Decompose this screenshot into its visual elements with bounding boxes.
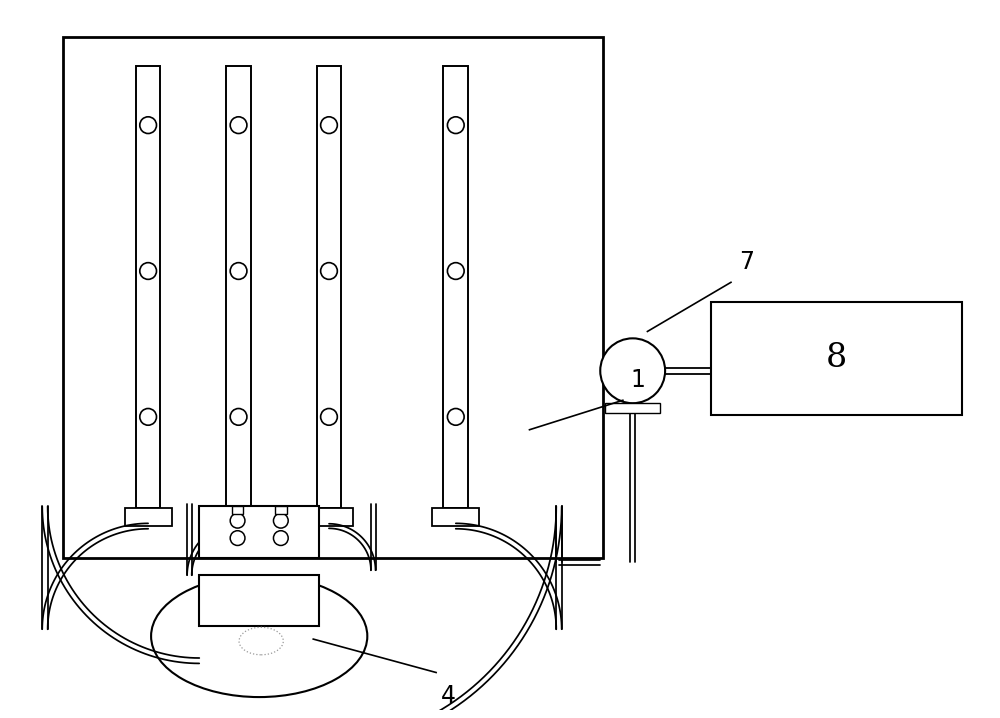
Bar [711, 302, 962, 415]
Circle shape [230, 531, 245, 546]
Bar [317, 66, 341, 508]
Circle shape [140, 263, 156, 279]
Circle shape [230, 409, 247, 425]
Circle shape [321, 409, 337, 425]
Text: 7: 7 [739, 251, 754, 274]
Bar [305, 508, 353, 526]
Bar [443, 66, 468, 508]
Circle shape [321, 117, 337, 134]
Circle shape [447, 263, 464, 279]
Circle shape [273, 531, 288, 546]
Text: 4: 4 [441, 684, 456, 708]
Circle shape [447, 409, 464, 425]
Circle shape [230, 513, 245, 528]
Bar [125, 508, 172, 526]
Ellipse shape [151, 575, 367, 697]
Bar [136, 66, 160, 508]
Bar [605, 404, 660, 413]
Bar [199, 575, 319, 626]
Circle shape [140, 117, 156, 134]
Bar [232, 506, 243, 514]
Bar [63, 37, 603, 557]
Circle shape [230, 263, 247, 279]
Circle shape [140, 409, 156, 425]
Circle shape [600, 338, 665, 404]
Bar [199, 506, 319, 557]
Text: 8: 8 [826, 342, 847, 375]
Bar [215, 508, 262, 526]
Circle shape [230, 117, 247, 134]
Circle shape [447, 117, 464, 134]
Circle shape [273, 513, 288, 528]
Bar [226, 66, 251, 508]
Circle shape [321, 263, 337, 279]
Bar [275, 506, 287, 514]
Bar [432, 508, 479, 526]
Text: 1: 1 [631, 368, 646, 393]
